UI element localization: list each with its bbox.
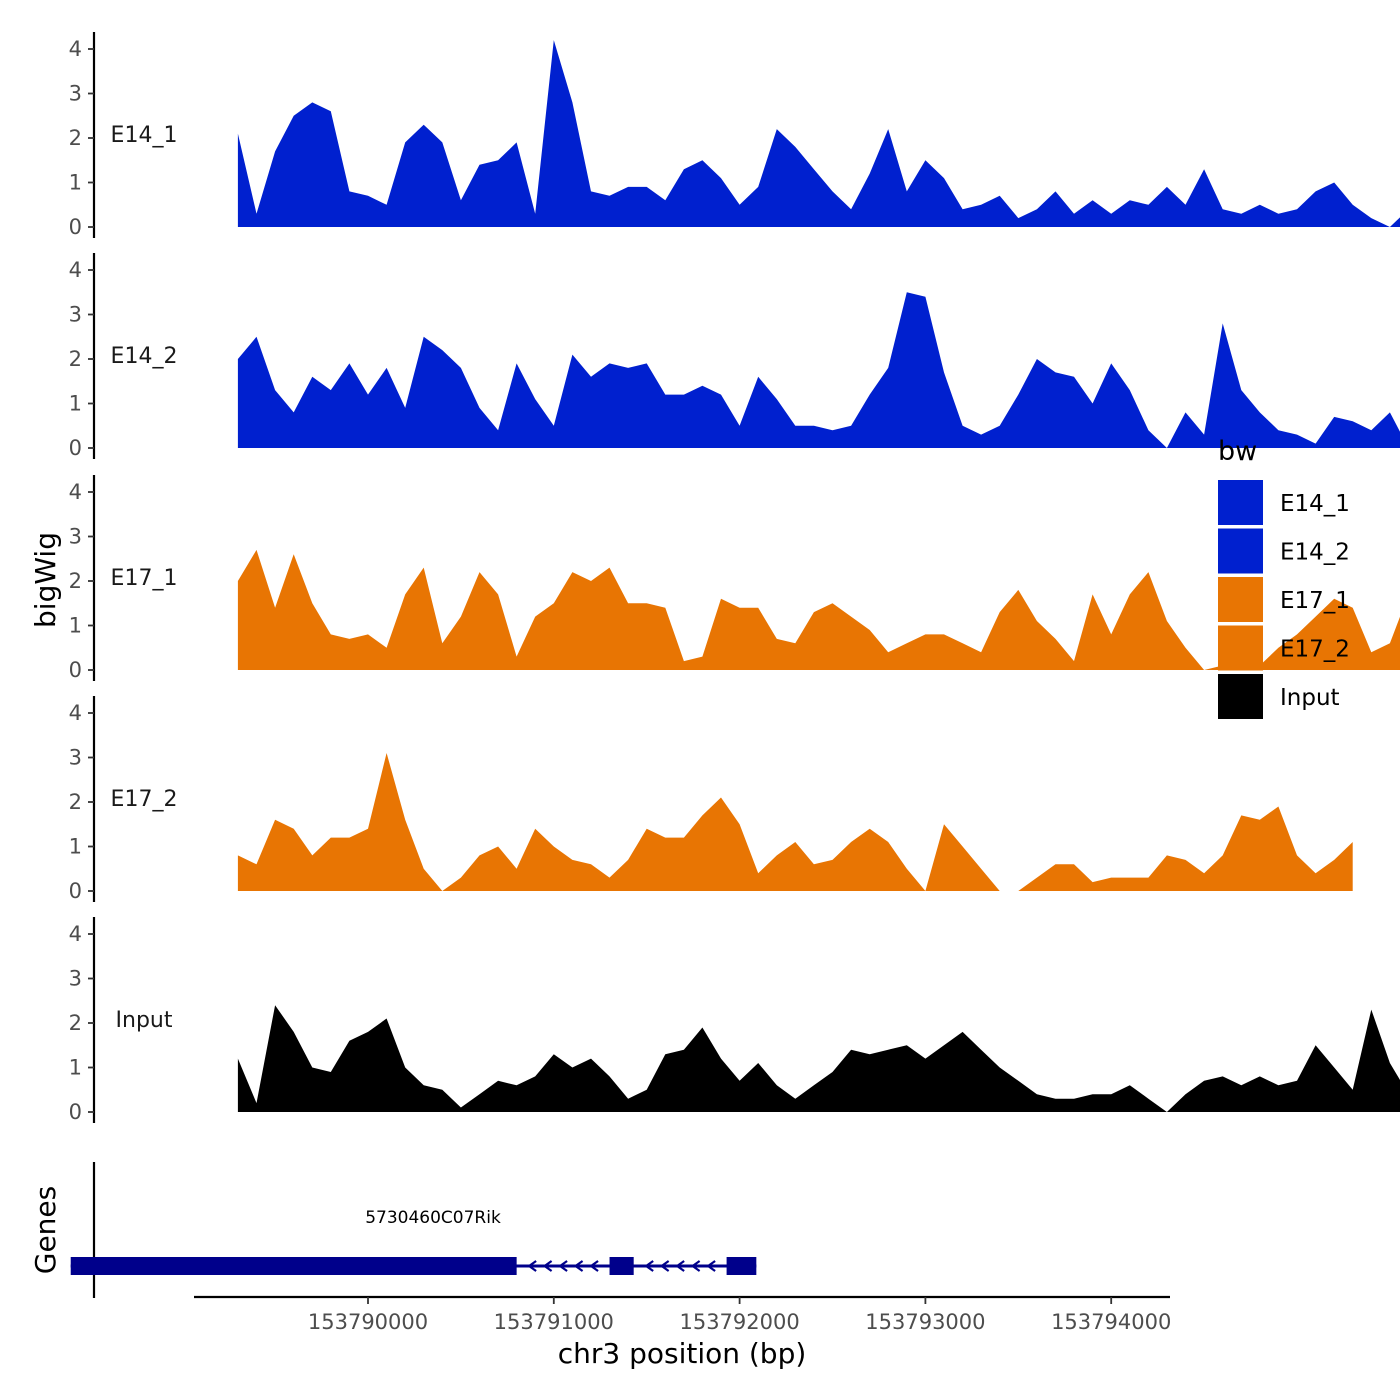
- track-e14-1-y-tick-label: 3: [69, 82, 82, 106]
- strand-arrow: [558, 1260, 568, 1272]
- track-e14-1-y-tick-label: 0: [69, 215, 82, 239]
- area-e17-1: [237, 549, 1400, 670]
- legend-label-e14-2: E14_2: [1280, 540, 1350, 566]
- legend-swatch-e17-1: [1218, 577, 1263, 622]
- area-input: [237, 1005, 1400, 1112]
- strand-arrow: [690, 1260, 701, 1272]
- track-e17-2-y-tick-label: 2: [69, 790, 82, 814]
- track-e17-2-y-tick-label: 0: [69, 879, 82, 903]
- track-e17-1: 0 1 2 3 4 E17_1: [69, 475, 1400, 682]
- track-e17-1-y-tick-label: 0: [69, 658, 82, 682]
- legend-swatch-e17-2: [1218, 625, 1263, 671]
- gene-label: 5730460C07Rik: [365, 1208, 501, 1228]
- genes-axis-title: Genes: [29, 1186, 62, 1274]
- track-e14-1-y-tick-label: 2: [69, 126, 82, 150]
- track-e14-1-y-tick-label: 4: [69, 37, 82, 61]
- track-e14-1: 0 1 2 3 4 E14_1: [69, 32, 1400, 239]
- track-e14-2-y-tick-label: 1: [69, 392, 82, 416]
- track-e14-1-y-tick-label: 1: [69, 171, 82, 195]
- x-axis: 153790000 153791000 153792000 153793000 1537…: [194, 1295, 1171, 1334]
- strand-arrow: [573, 1260, 584, 1272]
- track-e14-2-y-tick-label: 2: [69, 347, 82, 371]
- track-input-y-tick-label: 2: [69, 1011, 82, 1035]
- track-e17-2-y-tick-label: 4: [69, 701, 82, 725]
- legend-title: bw: [1218, 436, 1257, 467]
- track-e14-2-y-tick-label: 0: [69, 436, 82, 460]
- track-e17-2-y-tick-label: 3: [69, 746, 82, 770]
- track-e14-2: 0 1 2 3 4 E14_2: [69, 253, 1400, 460]
- strand-arrow: [527, 1260, 537, 1272]
- area-e17-2: [237, 753, 1353, 891]
- track-label-e17-2: E17_2: [111, 787, 178, 812]
- x-tick-label: 153794000: [1051, 1310, 1171, 1334]
- track-e17-2: 0 1 2 3 4 E17_2: [69, 696, 1353, 903]
- track-input: 0 1 2 3 4 Input: [69, 917, 1400, 1124]
- x-tick-label: 153792000: [679, 1310, 799, 1334]
- area-e14-2: [237, 292, 1400, 448]
- legend-swatch-e14-2: [1218, 528, 1263, 574]
- genes-panel: 5730460C07Rik: [70, 1162, 757, 1298]
- track-e17-1-y-tick-label: 3: [69, 525, 82, 549]
- legend-label-e17-1: E17_1: [1280, 588, 1350, 614]
- area-e14-1: [237, 40, 1400, 227]
- track-e17-1-y-tick-label: 1: [69, 614, 82, 638]
- track-input-y-tick-label: 1: [69, 1056, 82, 1080]
- x-tick-label: 153790000: [308, 1310, 428, 1334]
- legend-label-e17-2: E17_2: [1280, 637, 1350, 663]
- track-label-e14-2: E14_2: [111, 344, 178, 369]
- legend-label-e14-1: E14_1: [1280, 491, 1350, 517]
- legend-label-input: Input: [1280, 685, 1340, 711]
- track-e17-2-y-tick-label: 1: [69, 835, 82, 859]
- track-e17-1-y-tick-label: 2: [69, 569, 82, 593]
- track-label-e17-1: E17_1: [111, 566, 178, 591]
- gene-5730460c07rik: 5730460C07Rik: [70, 1208, 757, 1275]
- legend: bw E14_1 E14_2 E17_1 E17_2 Input: [1218, 436, 1350, 719]
- track-e17-1-y-tick-label: 4: [69, 480, 82, 504]
- legend-swatch-input: [1218, 674, 1263, 719]
- track-label-input: Input: [116, 1008, 173, 1033]
- strand-arrow: [675, 1260, 685, 1272]
- x-tick-label: 153793000: [865, 1310, 985, 1334]
- track-label-e14-1: E14_1: [111, 123, 178, 148]
- track-input-y-tick-label: 0: [69, 1100, 82, 1124]
- gene-exon: [70, 1257, 517, 1275]
- strand-arrow: [706, 1260, 716, 1272]
- track-e14-2-y-tick-label: 3: [69, 303, 82, 327]
- strand-arrow: [644, 1260, 654, 1272]
- y-axis-title: bigWig: [29, 532, 62, 628]
- x-axis-title: chr3 position (bp): [558, 1337, 807, 1370]
- x-tick-label: 153791000: [494, 1310, 614, 1334]
- strand-arrow: [659, 1260, 670, 1272]
- strand-arrow: [542, 1260, 553, 1272]
- strand-arrow: [589, 1260, 599, 1272]
- track-e14-2-y-tick-label: 4: [69, 258, 82, 282]
- legend-swatch-e14-1: [1218, 480, 1263, 525]
- gene-exon: [609, 1257, 634, 1275]
- track-input-y-tick-label: 3: [69, 967, 82, 991]
- track-input-y-tick-label: 4: [69, 922, 82, 946]
- signal-tracks: 0 1 2 3 4 E14_1 0 1 2 3 4 E14_2 0 1 2 3 4 E17_1 0 1 2 3 4 E17_2…: [69, 32, 1400, 1124]
- gene-exon: [726, 1257, 757, 1275]
